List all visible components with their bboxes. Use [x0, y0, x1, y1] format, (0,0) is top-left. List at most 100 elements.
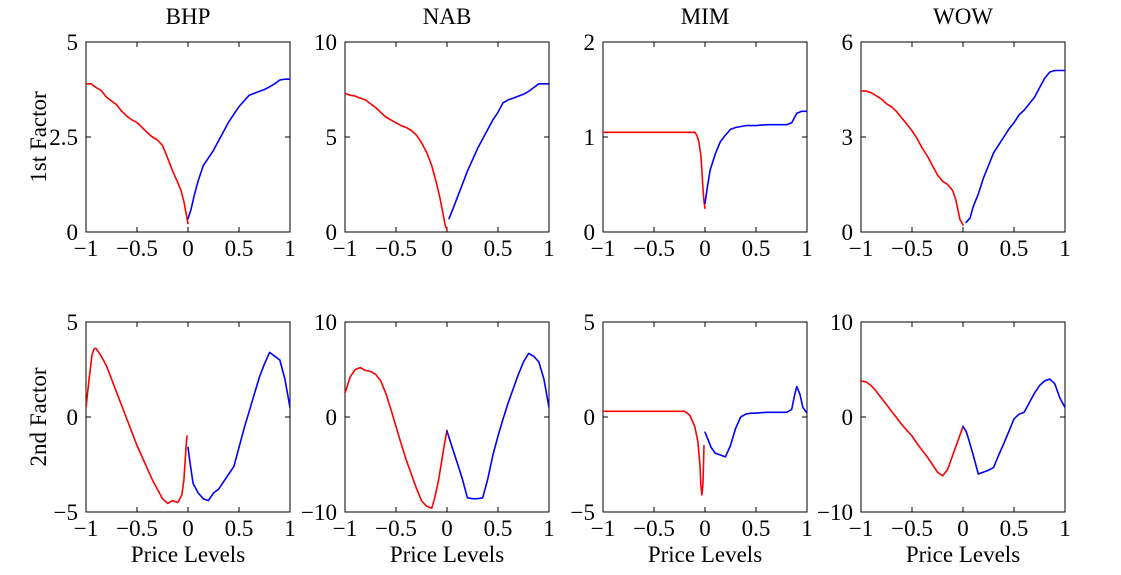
- x-tick-label: 1: [284, 516, 296, 541]
- positive-price-series-line: [446, 352, 549, 500]
- x-tick-label: −0.5: [375, 516, 417, 541]
- x-tick-label: 0.5: [484, 516, 513, 541]
- x-tick-label: −0.5: [116, 516, 158, 541]
- chart-panel-3: −1 −0.5 0 0.5 1 0 1 2 MIM: [584, 4, 813, 261]
- y-tick-label: 5: [326, 125, 338, 150]
- x-tick-label: −1: [591, 516, 615, 541]
- chart-panel-5: −1 −0.5 0 0.5 1 −5 0 5 2nd Factor Price Levels: [26, 310, 296, 567]
- chart-panel-1: −1 −0.5 0 0.5 1 0 2.5 5 BHP 1st Factor: [26, 4, 296, 261]
- positive-price-series-line: [704, 385, 807, 458]
- x-tick-label: 1: [543, 516, 555, 541]
- chart-panel-4: −1 −0.5 0 0.5 1 0 3 6 WOW: [842, 4, 1071, 261]
- negative-price-series-line: [86, 83, 189, 225]
- x-tick-label: 0: [699, 516, 711, 541]
- negative-price-series-line: [86, 347, 188, 505]
- plot-frame: [85, 321, 291, 513]
- x-tick-label: 0.5: [1000, 516, 1029, 541]
- x-tick-label: 0.5: [1000, 236, 1029, 261]
- y-tick-label: 3: [842, 125, 854, 150]
- x-axis-label: Price Levels: [131, 542, 245, 567]
- x-tick-label: 1: [801, 236, 813, 261]
- x-tick-label: 0.5: [225, 516, 254, 541]
- x-tick-label: 0: [957, 236, 969, 261]
- x-tick-label: 1: [284, 236, 296, 261]
- x-tick-label: 0: [957, 516, 969, 541]
- x-tick-label: 0: [441, 516, 453, 541]
- chart-title: MIM: [681, 4, 730, 29]
- x-tick-label: −0.5: [891, 236, 933, 261]
- positive-price-series-line: [965, 69, 1065, 224]
- y-axis-label: 1st Factor: [26, 91, 51, 183]
- x-tick-label: −0.5: [633, 236, 675, 261]
- x-tick-label: −0.5: [375, 236, 417, 261]
- x-tick-label: 1: [543, 236, 555, 261]
- plot-frame: [860, 41, 1066, 233]
- x-tick-label: 1: [801, 516, 813, 541]
- negative-price-series-line: [345, 92, 448, 231]
- x-tick-label: 0: [441, 236, 453, 261]
- y-tick-label: 10: [314, 30, 337, 55]
- x-tick-label: 1: [1059, 516, 1071, 541]
- y-tick-label: 2: [584, 30, 596, 55]
- plot-frame: [860, 321, 1066, 513]
- x-tick-label: 0: [182, 236, 194, 261]
- negative-price-series-line: [861, 90, 964, 226]
- x-tick-label: −1: [333, 236, 357, 261]
- y-tick-label: −5: [54, 500, 78, 525]
- y-tick-label: 6: [842, 30, 854, 55]
- y-tick-label: 0: [67, 220, 79, 245]
- y-tick-label: 5: [67, 310, 79, 335]
- y-tick-label: 5: [584, 310, 596, 335]
- x-axis-label: Price Levels: [648, 542, 762, 567]
- y-tick-label: 0: [842, 220, 854, 245]
- positive-price-series-line: [187, 351, 290, 502]
- positive-price-series-line: [704, 110, 807, 205]
- chart-panel-8: −1 −0.5 0 0.5 1 −10 0 10 Price Levels: [817, 310, 1071, 567]
- y-tick-label: 0: [584, 220, 596, 245]
- plot-frame: [344, 321, 550, 513]
- y-tick-label: 0: [584, 405, 596, 430]
- x-tick-label: 0.5: [484, 236, 513, 261]
- negative-price-series-line: [345, 366, 448, 510]
- x-axis-label: Price Levels: [390, 542, 504, 567]
- x-tick-label: −1: [333, 516, 357, 541]
- x-tick-label: −1: [591, 236, 615, 261]
- x-tick-label: 0.5: [225, 236, 254, 261]
- y-tick-label: 10: [314, 310, 337, 335]
- x-tick-label: −1: [849, 516, 873, 541]
- x-tick-label: 0.5: [742, 236, 771, 261]
- y-tick-label: −10: [301, 500, 337, 525]
- positive-price-series-line: [448, 83, 549, 220]
- y-tick-label: 1: [584, 125, 596, 150]
- chart-title: NAB: [423, 4, 472, 29]
- positive-price-series-line: [962, 378, 1065, 475]
- x-tick-label: −0.5: [891, 516, 933, 541]
- x-tick-label: 1: [1059, 236, 1071, 261]
- y-tick-label: 0: [67, 405, 79, 430]
- y-tick-label: −10: [817, 500, 853, 525]
- y-axis-label: 2nd Factor: [26, 367, 51, 466]
- chart-title: BHP: [166, 4, 211, 29]
- negative-price-series-line: [603, 131, 706, 210]
- y-tick-label: 5: [67, 30, 79, 55]
- x-tick-label: −1: [74, 236, 98, 261]
- x-tick-label: −0.5: [633, 516, 675, 541]
- y-tick-label: 0: [326, 405, 338, 430]
- x-tick-label: 0: [182, 516, 194, 541]
- negative-price-series-line: [603, 410, 705, 496]
- x-tick-label: 0.5: [742, 516, 771, 541]
- chart-panel-7: −1 −0.5 0 0.5 1 −5 0 5 Price Levels: [571, 310, 813, 567]
- y-tick-label: 2.5: [49, 125, 78, 150]
- chart-title: WOW: [933, 4, 993, 29]
- y-tick-label: 0: [326, 220, 338, 245]
- positive-price-series-line: [187, 78, 290, 220]
- chart-panel-6: −1 −0.5 0 0.5 1 −10 0 10 Price Levels: [301, 310, 555, 567]
- plot-frame: [85, 41, 291, 233]
- y-tick-label: 0: [842, 405, 854, 430]
- x-tick-label: −1: [74, 516, 98, 541]
- y-tick-label: 10: [830, 310, 853, 335]
- x-axis-label: Price Levels: [906, 542, 1020, 567]
- x-tick-label: 0: [699, 236, 711, 261]
